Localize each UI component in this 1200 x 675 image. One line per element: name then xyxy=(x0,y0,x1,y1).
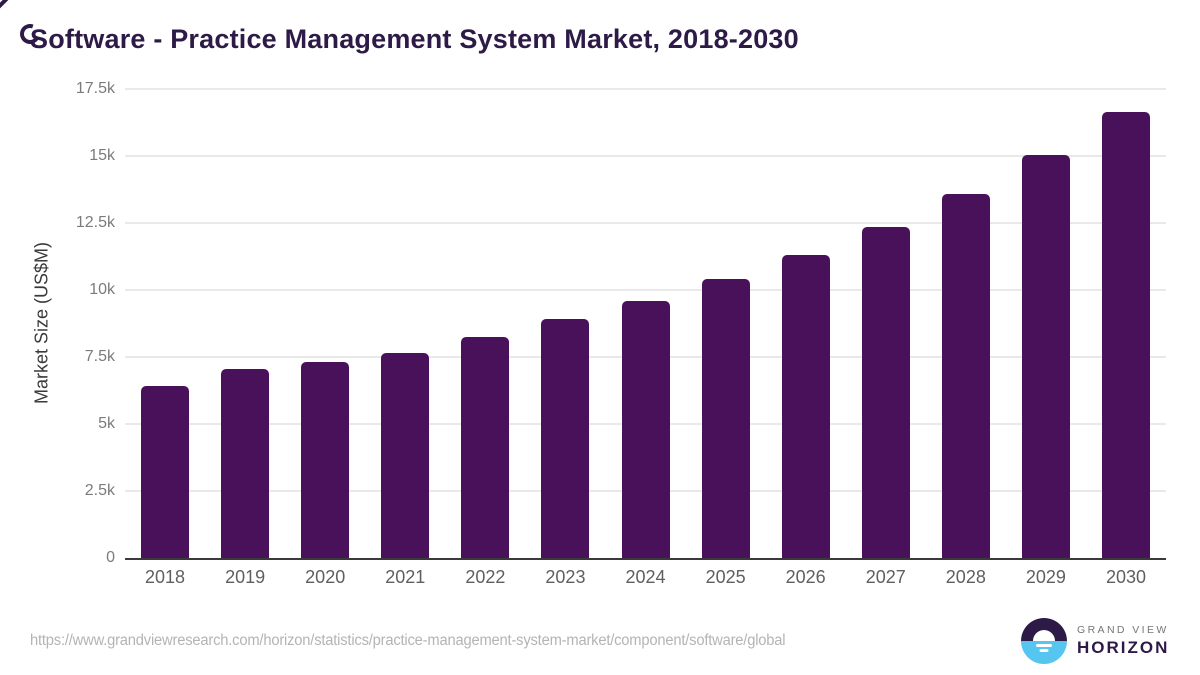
bar-2022[interactable] xyxy=(461,336,510,558)
y-tick-label: 5k xyxy=(98,415,115,432)
bar-2019[interactable] xyxy=(221,369,270,558)
plot-area: 0 2.5k 5k 7.5k 10k 12.5k 15k 17.5k xyxy=(76,80,1166,566)
gridline-10k xyxy=(125,289,1166,292)
bar-slot-2029 xyxy=(1006,89,1086,558)
x-tick-label-2027: 2027 xyxy=(865,567,906,587)
bar-slot-2025 xyxy=(686,89,766,558)
source-url: https://www.grandviewresearch.com/horizo… xyxy=(30,632,786,649)
horizon-sunset-icon xyxy=(1021,618,1067,664)
reflection-line-1 xyxy=(1036,644,1052,647)
reflection-line-2 xyxy=(1039,649,1049,652)
bar-slot-2020 xyxy=(285,89,365,558)
x-tick-label-2025: 2025 xyxy=(705,567,746,587)
grandview-horizon-logo: GRAND VIEW HORIZON xyxy=(1021,618,1169,664)
bar-slot-2018 xyxy=(125,89,205,558)
bar-2021[interactable] xyxy=(381,352,430,558)
bar-2023[interactable] xyxy=(541,319,590,558)
x-tick-label-2024: 2024 xyxy=(625,567,666,587)
bar-2030[interactable] xyxy=(1101,111,1150,558)
gridline-15k xyxy=(125,155,1166,157)
y-tick-label: 2.5k xyxy=(84,482,115,499)
bar-2027[interactable] xyxy=(861,227,910,558)
bar-slot-2030 xyxy=(1086,89,1166,558)
bar-2025[interactable] xyxy=(701,279,750,558)
x-tick-label-2030: 2030 xyxy=(1105,567,1146,587)
gridline-12.5k xyxy=(125,222,1166,224)
gridline-17.5k xyxy=(125,88,1166,90)
y-tick-label: 7.5k xyxy=(84,348,115,365)
bar-slot-2024 xyxy=(605,89,685,558)
x-tick-label-2026: 2026 xyxy=(785,567,826,587)
x-tick-label-2021: 2021 xyxy=(385,567,426,587)
chart-title: Software - Practice Management System Ma… xyxy=(30,24,799,54)
logo-brand-name: GRAND VIEW xyxy=(1077,624,1169,636)
logo-product-name: HORIZON xyxy=(1077,638,1170,657)
bar-slot-2028 xyxy=(926,89,1006,558)
y-tick-label: 10k xyxy=(89,281,115,298)
bar-2018[interactable] xyxy=(141,386,190,558)
bar-2028[interactable] xyxy=(941,193,990,558)
bar-slot-2026 xyxy=(766,89,846,558)
bar-2024[interactable] xyxy=(621,300,670,558)
bar-2029[interactable] xyxy=(1021,154,1070,558)
y-tick-label: 17.5k xyxy=(75,80,115,97)
x-tick-label-2022: 2022 xyxy=(465,567,506,587)
bar-slot-2021 xyxy=(365,89,445,558)
y-tick-label: 0 xyxy=(106,549,115,566)
x-tick-label-2018: 2018 xyxy=(145,567,186,587)
bar-series xyxy=(125,89,1166,558)
bar-slot-2027 xyxy=(846,89,926,558)
corner-artifact-line xyxy=(0,0,10,11)
sun-dome-shape xyxy=(1033,630,1055,641)
x-axis-labels: 2018 2019 2020 2021 2022 2023 2024 2025 2026 2027… xyxy=(125,567,1166,588)
bar-slot-2023 xyxy=(525,89,605,558)
y-tick-label: 12.5k xyxy=(75,214,115,231)
bar-slot-2019 xyxy=(205,89,285,558)
bar-slot-2022 xyxy=(445,89,525,558)
x-tick-label-2029: 2029 xyxy=(1025,567,1066,587)
x-tick-label-2019: 2019 xyxy=(225,567,266,587)
bar-2020[interactable] xyxy=(301,362,350,558)
y-axis-title: Market Size (US$M) xyxy=(31,241,52,405)
x-tick-label-2028: 2028 xyxy=(945,567,986,587)
x-tick-label-2020: 2020 xyxy=(305,567,346,587)
bar-2026[interactable] xyxy=(781,255,830,558)
y-tick-label: 15k xyxy=(89,147,115,164)
x-tick-label-2023: 2023 xyxy=(545,567,586,587)
x-axis-line xyxy=(125,558,1166,560)
logo-text: GRAND VIEW HORIZON xyxy=(1077,624,1169,658)
